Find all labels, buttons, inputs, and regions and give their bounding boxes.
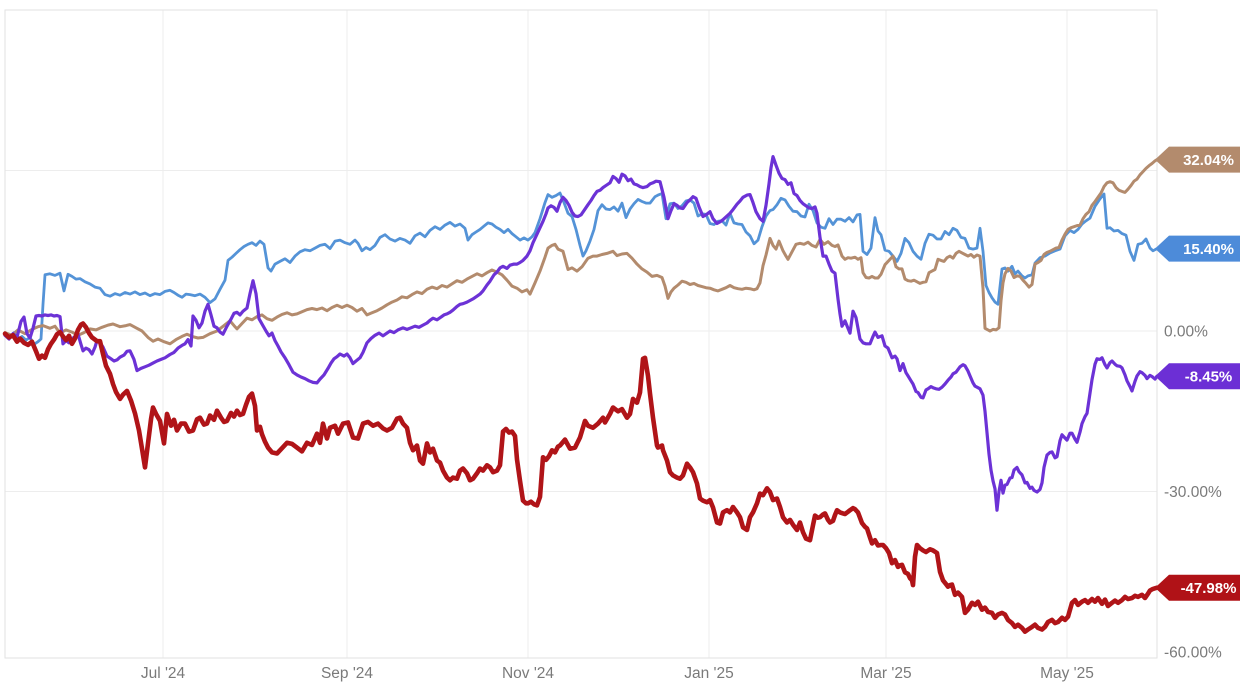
x-axis-tick-label: Jul '24 (141, 665, 186, 682)
plot-border (4, 9, 1158, 659)
purple-series-value-tag (1155, 363, 1240, 390)
x-axis-tick-label: May '25 (1040, 665, 1094, 682)
x-axis-tick-label: Nov '24 (502, 665, 554, 682)
red-series-line (2, 321, 1160, 635)
x-axis-tick-label: Mar '25 (860, 665, 911, 682)
purple-series-line (3, 155, 1159, 512)
y-axis-tick-label: 0.00% (1164, 324, 1208, 341)
y-axis-tick-label: -30.00% (1164, 484, 1222, 501)
tan-series-value-tag (1155, 146, 1240, 173)
blue-series-line (3, 191, 1159, 346)
y-axis-tick-label: -60.00% (1164, 645, 1222, 662)
blue-series-value-label: 15.40% (1183, 241, 1234, 258)
red-series-value-tag (1155, 574, 1240, 601)
blue-series-value-tag (1155, 235, 1240, 262)
tan-series-value-label: 32.04% (1183, 152, 1234, 169)
x-axis-tick-label: Sep '24 (321, 665, 373, 682)
red-series-value-label: -47.98% (1181, 580, 1237, 597)
tan-series-line (3, 158, 1159, 346)
x-axis-tick-label: Jan '25 (684, 665, 734, 682)
purple-series-value-label: -8.45% (1185, 369, 1233, 386)
